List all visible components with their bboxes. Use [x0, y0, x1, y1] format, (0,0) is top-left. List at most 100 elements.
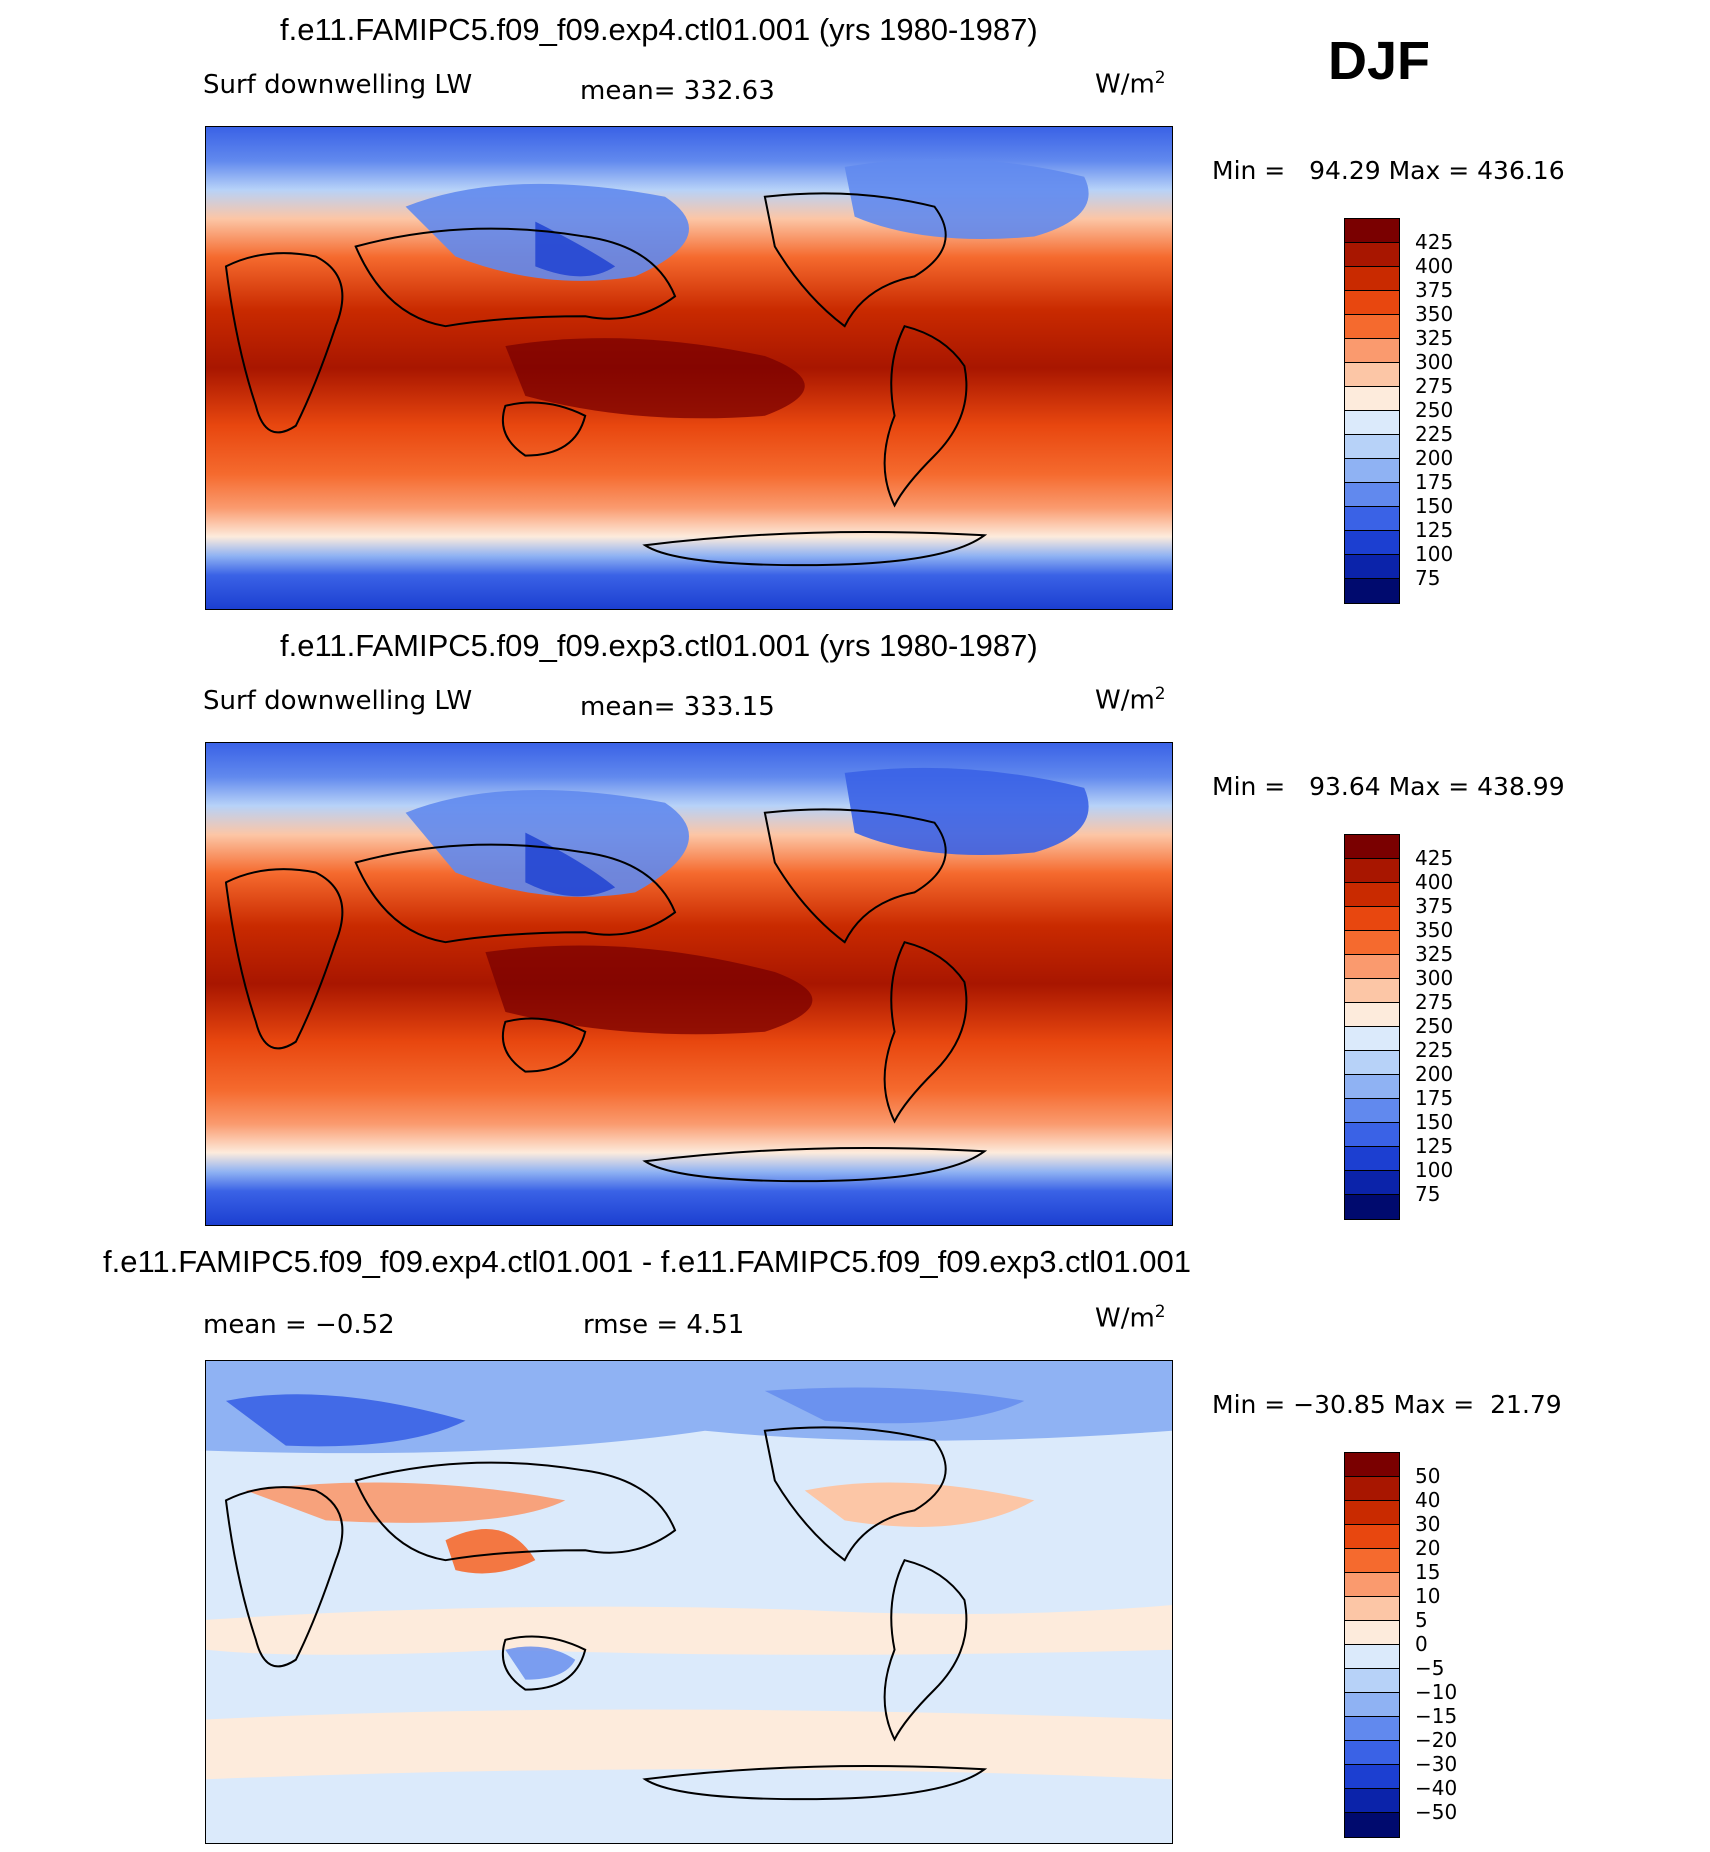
- panel-1-map-field: [206, 127, 1172, 609]
- panel-1-colorbar-swatch: [1345, 363, 1399, 387]
- panel-1-colorbar-label: 125: [1415, 518, 1454, 542]
- panel-2-colorbar-swatch: [1345, 1051, 1399, 1075]
- panel-2-colorbar-label: 250: [1415, 1014, 1454, 1038]
- panel-2-colorbar-swatch: [1345, 1171, 1399, 1195]
- panel-3-colorbar-label: −20: [1415, 1728, 1458, 1752]
- panel-1-colorbar-label: 425: [1415, 230, 1454, 254]
- panel-3-colorbar-label: 10: [1415, 1584, 1441, 1608]
- panel-3-colorbar-label: 20: [1415, 1536, 1441, 1560]
- panel-3-colorbar-label: −30: [1415, 1752, 1458, 1776]
- panel-3-minmax: Min = −30.85 Max = 21.79: [1212, 1390, 1562, 1419]
- panel-1-variable: Surf downwelling LW: [203, 70, 473, 100]
- panel-2-colorbar-swatch: [1345, 907, 1399, 931]
- panel-1-colorbar-label: 250: [1415, 398, 1454, 422]
- panel-3-colorbar-swatch: [1345, 1645, 1399, 1669]
- panel-3-colorbar-label: −50: [1415, 1800, 1458, 1824]
- panel-3-colorbar-swatch: [1345, 1741, 1399, 1765]
- panel-3-colorbar-label: 0: [1415, 1632, 1428, 1656]
- panel-3-colorbar-swatch: [1345, 1693, 1399, 1717]
- panel-2-colorbar-label: 325: [1415, 942, 1454, 966]
- panel-3-map: [205, 1360, 1173, 1844]
- panel-3-colorbar-label: −40: [1415, 1776, 1458, 1800]
- panel-1-colorbar-swatch: [1345, 579, 1399, 603]
- panel-2-variable: Surf downwelling LW: [203, 686, 473, 716]
- panel-1-colorbar-label: 100: [1415, 542, 1454, 566]
- panel-3-colorbar-label: 30: [1415, 1512, 1441, 1536]
- panel-2-colorbar-swatch: [1345, 1099, 1399, 1123]
- panel-1-colorbar-label: 300: [1415, 350, 1454, 374]
- panel-2-colorbar-label: 200: [1415, 1062, 1454, 1086]
- panel-1-colorbar-label: 400: [1415, 254, 1454, 278]
- panel-1-colorbar-swatch: [1345, 339, 1399, 363]
- panel-1-mean: mean= 332.63: [580, 76, 775, 106]
- panel-2-colorbar: [1344, 834, 1400, 1220]
- panel-1-colorbar-swatch: [1345, 555, 1399, 579]
- panel-2-title: f.e11.FAMIPC5.f09_f09.exp3.ctl01.001 (yr…: [280, 628, 1038, 663]
- panel-1-colorbar-swatch: [1345, 267, 1399, 291]
- panel-3-colorbar-label: −15: [1415, 1704, 1458, 1728]
- panel-2-map-field: [206, 743, 1172, 1225]
- panel-3-colorbar-swatch: [1345, 1549, 1399, 1573]
- panel-3-colorbar-label: 15: [1415, 1560, 1441, 1584]
- panel-2-colorbar-swatch: [1345, 883, 1399, 907]
- panel-1-colorbar-swatch: [1345, 459, 1399, 483]
- panel-2-colorbar-swatch: [1345, 979, 1399, 1003]
- panel-1-colorbar: [1344, 218, 1400, 604]
- panel-2-colorbar-label: 400: [1415, 870, 1454, 894]
- panel-3-colorbar-swatch: [1345, 1525, 1399, 1549]
- panel-1-colorbar-swatch: [1345, 291, 1399, 315]
- panel-2-colorbar-swatch: [1345, 931, 1399, 955]
- panel-2-colorbar-swatch: [1345, 1027, 1399, 1051]
- panel-3-colorbar-swatch: [1345, 1477, 1399, 1501]
- panel-1-colorbar-swatch: [1345, 411, 1399, 435]
- panel-2-map: [205, 742, 1173, 1226]
- panel-3-units: W/m2: [1095, 1302, 1166, 1334]
- panel-1-colorbar-swatch: [1345, 507, 1399, 531]
- panel-1-colorbar-label: 75: [1415, 566, 1441, 590]
- panel-2-colorbar-swatch: [1345, 1123, 1399, 1147]
- panel-1-colorbar-swatch: [1345, 435, 1399, 459]
- panel-2-colorbar-label: 150: [1415, 1110, 1454, 1134]
- panel-1-minmax: Min = 94.29 Max = 436.16: [1212, 156, 1565, 185]
- panel-1-colorbar-label: 175: [1415, 470, 1454, 494]
- panel-2-colorbar-swatch: [1345, 1147, 1399, 1171]
- season-label: DJF: [1328, 31, 1431, 91]
- panel-2-colorbar-swatch: [1345, 835, 1399, 859]
- panel-2-minmax: Min = 93.64 Max = 438.99: [1212, 772, 1565, 801]
- panel-2-colorbar-swatch: [1345, 859, 1399, 883]
- panel-2-colorbar-label: 75: [1415, 1182, 1441, 1206]
- panel-1-colorbar-swatch: [1345, 243, 1399, 267]
- panel-3-colorbar-label: −5: [1415, 1656, 1445, 1680]
- panel-1-colorbar-label: 325: [1415, 326, 1454, 350]
- panel-2-colorbar-label: 425: [1415, 846, 1454, 870]
- panel-2-colorbar-swatch: [1345, 955, 1399, 979]
- panel-2-colorbar-label: 350: [1415, 918, 1454, 942]
- panel-1-colorbar-label: 200: [1415, 446, 1454, 470]
- panel-2-colorbar-label: 300: [1415, 966, 1454, 990]
- panel-2-colorbar-swatch: [1345, 1075, 1399, 1099]
- panel-2-colorbar-label: 375: [1415, 894, 1454, 918]
- panel-2-colorbar-label: 275: [1415, 990, 1454, 1014]
- panel-1-colorbar-swatch: [1345, 315, 1399, 339]
- panel-3-colorbar-swatch: [1345, 1501, 1399, 1525]
- panel-3-map-field: [206, 1361, 1172, 1843]
- panel-2-colorbar-label: 175: [1415, 1086, 1454, 1110]
- panel-3-mean: mean = −0.52: [203, 1310, 395, 1340]
- panel-1-colorbar-label: 225: [1415, 422, 1454, 446]
- panel-1-colorbar-swatch: [1345, 483, 1399, 507]
- panel-3-colorbar-swatch: [1345, 1597, 1399, 1621]
- panel-2-colorbar-swatch: [1345, 1003, 1399, 1027]
- panel-1-map: [205, 126, 1173, 610]
- panel-3-colorbar-swatch: [1345, 1813, 1399, 1837]
- panel-3-colorbar-swatch: [1345, 1717, 1399, 1741]
- panel-1-colorbar-label: 150: [1415, 494, 1454, 518]
- panel-2-colorbar-swatch: [1345, 1195, 1399, 1219]
- panel-3-colorbar-swatch: [1345, 1453, 1399, 1477]
- panel-3-colorbar-label: 40: [1415, 1488, 1441, 1512]
- panel-3-colorbar-swatch: [1345, 1789, 1399, 1813]
- panel-1-units: W/m2: [1095, 68, 1166, 100]
- panel-2-colorbar-label: 100: [1415, 1158, 1454, 1182]
- panel-2-mean: mean= 333.15: [580, 692, 775, 722]
- panel-2-units: W/m2: [1095, 684, 1166, 716]
- panel-2-colorbar-label: 125: [1415, 1134, 1454, 1158]
